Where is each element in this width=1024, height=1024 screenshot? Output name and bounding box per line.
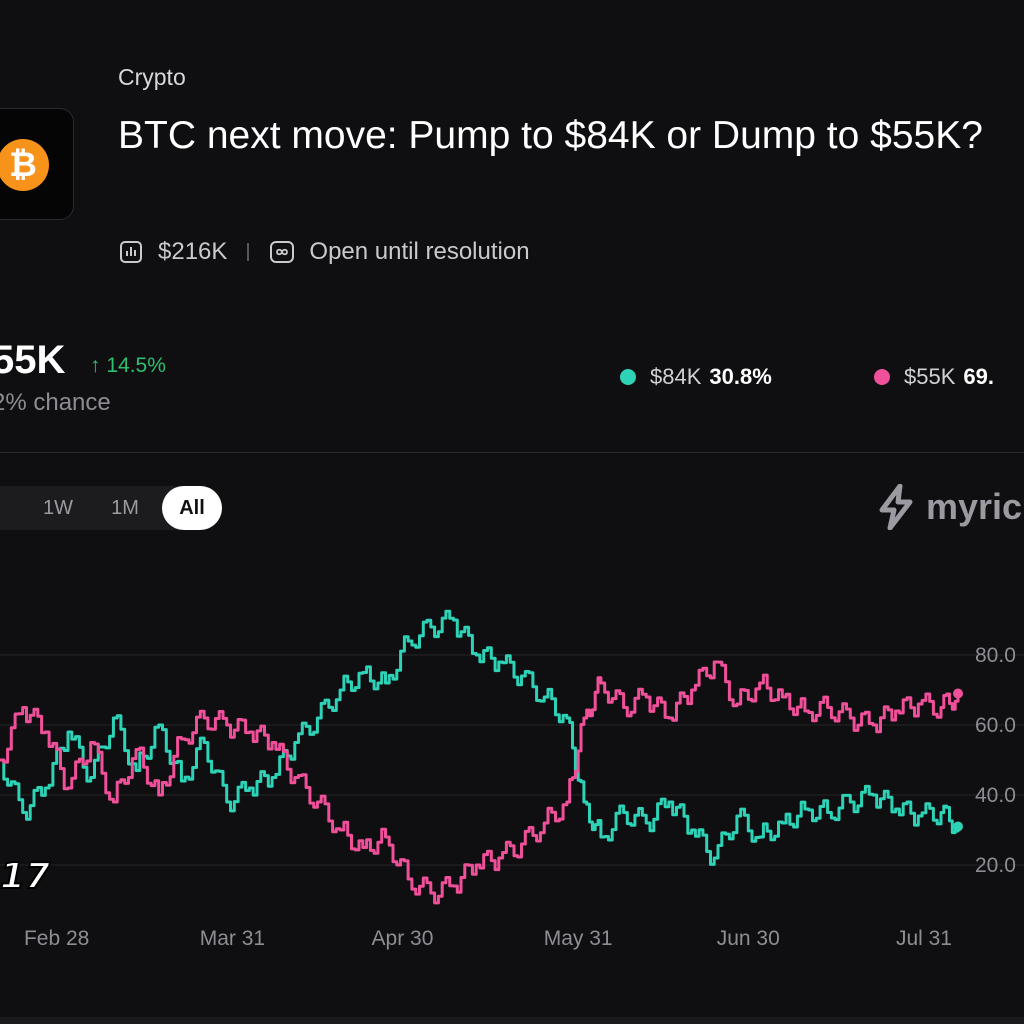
tab-1w[interactable]: 1W	[43, 497, 73, 519]
market-logo: ₿	[0, 108, 74, 220]
section-divider	[0, 452, 1024, 453]
legend-value-55k: 69.	[963, 364, 994, 389]
market-meta: $216K Open until resolution	[118, 236, 530, 268]
legend-dot-55k	[874, 369, 890, 385]
legend-item-84k[interactable]: $84K 30.8%	[620, 364, 772, 390]
x-tick-label: May 31	[544, 927, 613, 950]
lightning-icon	[879, 484, 913, 530]
infinity-icon	[269, 239, 295, 265]
series-line-55k	[0, 660, 960, 905]
leading-outcome-price: 55K	[0, 338, 66, 382]
probability-chart[interactable]: 80.0 60.0 40.0 20.0 Feb 28 Mar 31 Apr 30 May 3…	[0, 600, 1024, 980]
legend-item-55k[interactable]: $55K 69.	[874, 364, 994, 390]
y-tick-label: 40.0	[975, 784, 1016, 807]
tab-1m[interactable]: 1M	[111, 497, 139, 519]
brand-logo: myric	[876, 484, 1022, 530]
legend-label-84k: $84K	[650, 364, 702, 389]
bottom-edge	[0, 1017, 1024, 1024]
category-label[interactable]: Crypto	[118, 64, 186, 90]
volume-value: $216K	[158, 238, 228, 265]
x-tick-label: Jul 31	[896, 927, 952, 950]
volume-chart-icon	[118, 239, 144, 265]
x-tick-label: Apr 30	[372, 927, 434, 950]
resolution-status: Open until resolution	[309, 238, 530, 265]
overlay-watermark: 17	[0, 856, 50, 897]
time-range-tabs: D 1W 1M All	[0, 486, 222, 530]
brand-name: myric	[926, 486, 1023, 527]
y-tick-label: 20.0	[975, 854, 1016, 877]
outcome-chance: 2% chance	[0, 389, 111, 416]
bitcoin-icon: ₿	[0, 139, 49, 191]
series-line-84k	[0, 609, 960, 866]
series-end-point	[953, 688, 963, 699]
price-change-badge: ↑ 14.5%	[90, 354, 166, 377]
y-tick-label: 60.0	[975, 714, 1016, 737]
x-tick-label: Mar 31	[200, 927, 265, 950]
market-title: BTC next move: Pump to $84K or Dump to $…	[118, 114, 983, 157]
tab-all[interactable]: All	[162, 486, 222, 530]
legend-label-55k: $55K	[904, 364, 956, 389]
x-tick-label: Feb 28	[24, 927, 89, 950]
y-tick-label: 80.0	[975, 644, 1016, 667]
tab-day[interactable]: D	[0, 486, 18, 530]
series-end-point	[953, 821, 963, 832]
x-tick-label: Jun 30	[717, 927, 780, 950]
legend-dot-84k	[620, 369, 636, 385]
legend-value-84k: 30.8%	[709, 364, 772, 389]
meta-divider	[247, 243, 250, 261]
